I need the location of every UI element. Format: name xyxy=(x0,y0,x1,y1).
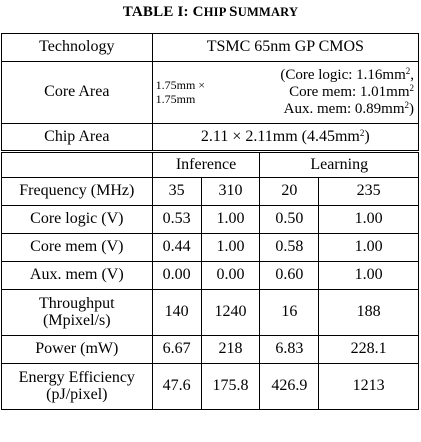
freq-inf-low: 35 xyxy=(151,177,202,206)
row-group-header: Inference Learning xyxy=(1,151,419,178)
group-learning: Learning xyxy=(259,151,419,178)
label-power: Power (mW) xyxy=(1,335,153,364)
aux-mem-area-text: Aux. mem: 0.89mm xyxy=(283,100,405,117)
corelogic-inf-high: 1.00 xyxy=(200,205,261,234)
corelogic-inf-low: 0.53 xyxy=(151,205,202,234)
throughput-inf-high: 1240 xyxy=(200,289,261,336)
core-mem-area-text: Core mem: 1.01mm xyxy=(289,84,410,101)
caption-s: S xyxy=(229,4,238,20)
caption-prefix: TABLE I: C xyxy=(122,4,204,20)
aux-mem-area-close: ) xyxy=(409,100,414,117)
chip-area-close: ) xyxy=(364,127,370,145)
label-core-logic-v: Core logic (V) xyxy=(1,205,153,234)
core-logic-area-sup: 2 xyxy=(405,66,411,77)
label-core-mem-v: Core mem (V) xyxy=(1,233,153,262)
throughput-learn-high: 188 xyxy=(318,289,419,336)
row-chip-area: Chip Area 2.11 × 2.11mm (4.45mm2) xyxy=(1,123,420,153)
aux-mem-area-sup: 2 xyxy=(404,99,410,110)
auxmem-learn-low: 0.60 xyxy=(259,261,320,290)
label-energy-efficiency: Energy Efficiency (pJ/pixel) xyxy=(1,363,153,410)
core-mem-area: Core mem: 1.01mm2 xyxy=(262,84,414,101)
core-area-breakdown: (Core logic: 1.16mm2, Core mem: 1.01mm2 … xyxy=(259,61,419,124)
label-technology: Technology xyxy=(1,33,153,62)
group-inference: Inference xyxy=(151,151,261,178)
energy-learn-low: 426.9 xyxy=(259,363,320,410)
label-frequency: Frequency (MHz) xyxy=(1,177,153,206)
label-core-area: Core Area xyxy=(1,61,153,124)
coremem-inf-low: 0.44 xyxy=(151,233,202,262)
group-header-blank xyxy=(1,151,153,178)
freq-inf-high: 310 xyxy=(200,177,261,206)
row-core-area: Core Area 1.75mm × 1.75mm (Core logic: 1… xyxy=(1,61,419,124)
core-mem-area-sup: 2 xyxy=(409,83,415,94)
power-inf-high: 218 xyxy=(200,335,261,364)
auxmem-inf-low: 0.00 xyxy=(151,261,202,290)
power-inf-low: 6.67 xyxy=(151,335,202,364)
caption-smallcaps-2: UMMARY xyxy=(237,5,299,19)
energy-inf-low: 47.6 xyxy=(151,363,202,410)
corelogic-learn-high: 1.00 xyxy=(318,205,419,234)
label-aux-mem-v: Aux. mem (V) xyxy=(1,261,153,290)
label-throughput-line2: (Mpixel/s) xyxy=(43,311,111,329)
core-area-dim-1: 1.75mm × xyxy=(155,77,206,92)
row-frequency: Frequency (MHz) 35 310 20 235 xyxy=(1,177,419,206)
row-core-mem-v: Core mem (V) 0.44 1.00 0.58 1.00 xyxy=(1,233,419,262)
power-learn-low: 6.83 xyxy=(259,335,320,364)
aux-mem-area: Aux. mem: 0.89mm2) xyxy=(262,99,414,118)
coremem-learn-high: 1.00 xyxy=(318,233,419,262)
throughput-learn-low: 16 xyxy=(259,289,320,336)
core-area-dim-2: 1.75mm xyxy=(155,91,196,106)
auxmem-inf-high: 0.00 xyxy=(200,261,261,290)
row-aux-mem-v: Aux. mem (V) 0.00 0.00 0.60 1.00 xyxy=(1,261,419,290)
label-energy-line1: Energy Efficiency xyxy=(18,368,135,386)
row-core-logic-v: Core logic (V) 0.53 1.00 0.50 1.00 xyxy=(1,205,419,234)
chip-summary-table: Technology TSMC 65nm GP CMOS Core Area 1… xyxy=(1,33,420,410)
row-technology: Technology TSMC 65nm GP CMOS xyxy=(1,33,420,62)
label-throughput-line1: Throughput xyxy=(39,294,115,312)
table-caption: TABLE I: CHIP SUMMARY xyxy=(0,4,421,21)
label-chip-area: Chip Area xyxy=(1,123,153,153)
coremem-inf-high: 1.00 xyxy=(200,233,261,262)
power-learn-high: 228.1 xyxy=(318,335,419,364)
label-throughput: Throughput (Mpixel/s) xyxy=(1,289,153,336)
chip-area-sup: 2 xyxy=(359,127,365,138)
row-energy-efficiency: Energy Efficiency (pJ/pixel) 47.6 175.8 4… xyxy=(1,363,419,410)
caption-smallcaps-1: HIP xyxy=(203,5,230,19)
corelogic-learn-low: 0.50 xyxy=(259,205,320,234)
coremem-learn-low: 0.58 xyxy=(259,233,320,262)
core-logic-area: (Core logic: 1.16mm2, xyxy=(280,66,414,84)
freq-learn-low: 20 xyxy=(259,177,320,206)
label-energy-line2: (pJ/pixel) xyxy=(46,385,108,403)
energy-learn-high: 1213 xyxy=(318,363,419,410)
row-power: Power (mW) 6.67 218 6.83 228.1 xyxy=(1,335,419,364)
row-throughput: Throughput (Mpixel/s) 140 1240 16 188 xyxy=(1,289,419,336)
energy-inf-high: 175.8 xyxy=(200,363,261,410)
throughput-inf-low: 140 xyxy=(151,289,202,336)
value-technology: TSMC 65nm GP CMOS xyxy=(151,33,420,62)
chip-area-text: 2.11 × 2.11mm (4.45mm xyxy=(200,127,360,145)
core-logic-area-text: (Core logic: 1.16mm xyxy=(280,67,406,84)
value-chip-area: 2.11 × 2.11mm (4.45mm2) xyxy=(151,123,420,153)
core-area-dims: 1.75mm × 1.75mm xyxy=(151,61,260,124)
auxmem-learn-high: 1.00 xyxy=(318,261,419,290)
freq-learn-high: 235 xyxy=(318,177,419,206)
